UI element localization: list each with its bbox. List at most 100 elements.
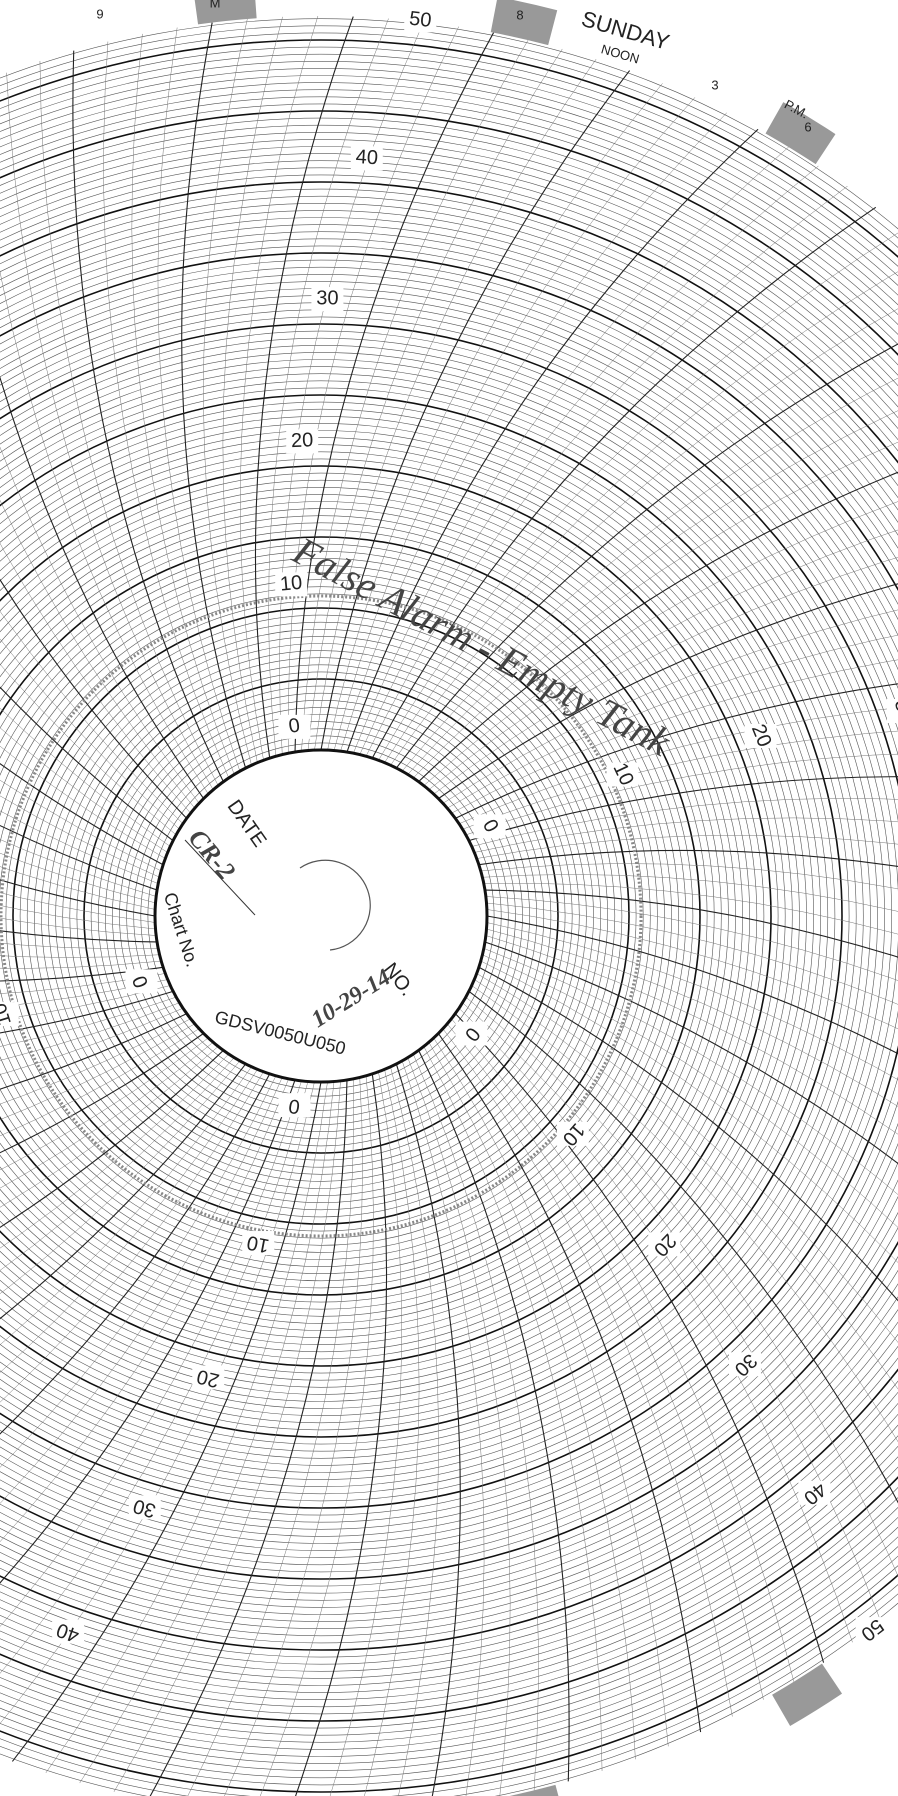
label-bg — [404, 8, 437, 33]
ring — [0, 252, 898, 1580]
ring — [0, 47, 898, 1785]
ring — [0, 316, 898, 1516]
label-bg — [286, 429, 319, 454]
time-line — [418, 471, 898, 783]
time-line — [0, 1046, 219, 1208]
ring — [0, 565, 672, 1267]
time-line — [401, 377, 898, 772]
time-line — [447, 634, 898, 809]
ring — [0, 238, 898, 1594]
time-line — [0, 1037, 209, 1171]
label-bg — [125, 969, 158, 994]
time-line — [239, 15, 319, 761]
ring — [0, 160, 898, 1672]
time-line — [0, 1066, 252, 1346]
time-line — [0, 990, 174, 1034]
label-bg — [52, 1619, 85, 1644]
time-line — [260, 1075, 374, 1796]
ring — [0, 259, 898, 1573]
ring — [0, 96, 898, 1736]
time-line — [474, 979, 898, 1390]
scale-label: 40 — [355, 146, 379, 169]
ring — [0, 430, 807, 1402]
time-line — [0, 707, 171, 847]
label-bg — [886, 698, 898, 723]
time-line — [390, 308, 898, 766]
pen-trace — [0, 594, 643, 1238]
time-line — [340, 112, 728, 752]
time-line — [157, 27, 241, 772]
time-line — [433, 556, 898, 795]
ring — [126, 721, 516, 1111]
time-line — [0, 1081, 309, 1674]
ring — [0, 323, 898, 1509]
time-line — [384, 271, 898, 763]
time-line — [288, 26, 459, 754]
ring — [48, 643, 594, 1189]
time-line — [486, 902, 898, 1005]
time-line — [0, 745, 166, 859]
ring — [0, 281, 898, 1551]
time-line — [476, 973, 898, 1343]
ring — [0, 579, 658, 1253]
ring — [0, 54, 898, 1778]
time-line — [468, 990, 898, 1504]
ring — [0, 110, 898, 1722]
time-line — [0, 943, 159, 949]
time-line — [0, 966, 164, 982]
time-line — [0, 762, 164, 866]
time-line — [0, 727, 168, 853]
ring — [0, 380, 857, 1452]
time-line — [0, 499, 195, 809]
ring — [0, 75, 898, 1757]
scale-label: 0 — [287, 714, 301, 737]
time-line — [0, 795, 160, 878]
ring — [26, 621, 616, 1211]
time-line — [468, 776, 898, 842]
ring — [0, 345, 892, 1487]
ring — [12, 607, 630, 1225]
ring — [0, 153, 898, 1679]
time-line — [474, 817, 898, 853]
time-line — [11, 1081, 322, 1762]
ring — [0, 515, 722, 1317]
ring — [0, 132, 898, 1700]
hour-label: 9 — [96, 6, 103, 21]
hub — [153, 748, 489, 1084]
time-line — [0, 892, 156, 923]
time-line — [0, 1071, 264, 1403]
ring — [0, 245, 898, 1587]
time-line — [79, 1081, 335, 1784]
time-line — [0, 542, 191, 814]
time-line — [364, 1069, 420, 1796]
ring — [0, 210, 898, 1622]
time-line — [478, 966, 898, 1302]
time-line — [149, 1079, 348, 1796]
time-line — [329, 1071, 403, 1796]
time-line — [465, 753, 898, 836]
time-line — [0, 954, 160, 958]
time-line — [0, 1023, 195, 1121]
label-bg — [606, 762, 639, 787]
time-line — [486, 909, 898, 1029]
ring — [0, 25, 898, 1796]
ring — [0, 82, 898, 1750]
ring — [0, 146, 898, 1686]
ring — [0, 68, 898, 1764]
label-bg — [798, 1480, 831, 1505]
time-line — [181, 22, 247, 769]
time-line — [471, 985, 898, 1442]
ring — [0, 593, 644, 1239]
time-line — [353, 146, 789, 754]
time-line — [333, 97, 696, 751]
ring — [0, 472, 765, 1360]
time-line — [0, 779, 162, 872]
time-line — [0, 1013, 187, 1090]
time-line — [0, 905, 156, 930]
ring — [0, 231, 898, 1601]
time-line — [0, 1053, 229, 1249]
time-line — [359, 165, 819, 755]
ring — [76, 671, 566, 1161]
